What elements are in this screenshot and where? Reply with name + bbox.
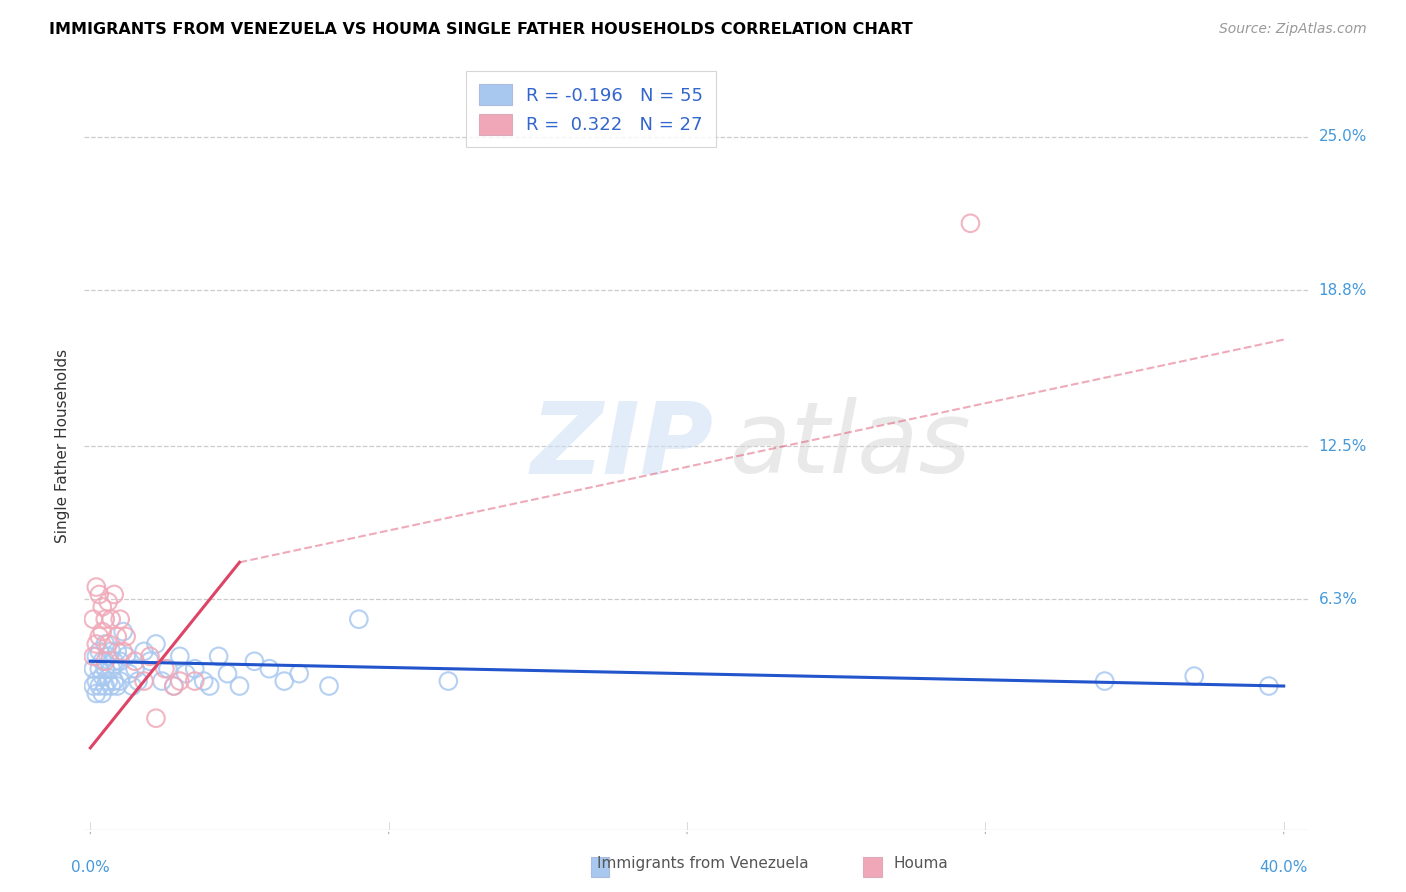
Point: [84, 686, 107, 700]
Point: [100, 662, 122, 676]
Point: [1182, 669, 1205, 683]
Point: [89, 644, 111, 658]
Text: Immigrants from Venezuela: Immigrants from Venezuela: [598, 856, 808, 871]
Point: [139, 649, 162, 664]
Point: [139, 654, 162, 668]
Point: [91, 669, 114, 683]
Text: 6.3%: 6.3%: [1319, 592, 1358, 607]
Point: [82, 662, 104, 676]
Text: Houma: Houma: [894, 856, 948, 871]
Text: 40.0%: 40.0%: [1260, 860, 1308, 875]
Point: [193, 674, 215, 689]
Point: [100, 679, 122, 693]
Point: [100, 612, 122, 626]
Point: [115, 630, 138, 644]
Point: [207, 649, 229, 664]
Point: [91, 624, 114, 639]
Bar: [591, 857, 609, 877]
Point: [121, 679, 143, 693]
Point: [103, 654, 125, 668]
Point: [153, 662, 176, 676]
Point: [112, 644, 135, 658]
Point: [100, 644, 122, 658]
Point: [94, 654, 117, 668]
Text: Source: ZipAtlas.com: Source: ZipAtlas.com: [1219, 22, 1367, 37]
Point: [84, 674, 107, 689]
Point: [127, 674, 149, 689]
Point: [89, 662, 111, 676]
Point: [288, 666, 311, 681]
Point: [97, 674, 120, 689]
Point: [174, 666, 197, 681]
Point: [105, 644, 128, 658]
Point: [145, 637, 167, 651]
Point: [124, 654, 146, 668]
Point: [94, 637, 117, 651]
Point: [108, 674, 131, 689]
Text: 25.0%: 25.0%: [1319, 129, 1367, 145]
Point: [103, 587, 125, 601]
Point: [91, 686, 114, 700]
Point: [91, 654, 114, 668]
Point: [89, 679, 111, 693]
Point: [1257, 679, 1279, 693]
Point: [89, 630, 111, 644]
Legend: R = -0.196   N = 55, R =  0.322   N = 27: R = -0.196 N = 55, R = 0.322 N = 27: [467, 71, 716, 147]
Point: [124, 662, 146, 676]
Point: [163, 679, 186, 693]
Text: 0.0%: 0.0%: [70, 860, 110, 875]
Point: [184, 662, 207, 676]
Point: [84, 580, 107, 594]
Point: [145, 711, 167, 725]
Point: [156, 662, 179, 676]
Point: [97, 637, 120, 651]
Bar: [863, 857, 882, 877]
Point: [132, 644, 155, 658]
Point: [97, 649, 120, 664]
Text: 12.5%: 12.5%: [1319, 439, 1367, 453]
Point: [103, 674, 125, 689]
Point: [347, 612, 370, 626]
Point: [259, 662, 281, 676]
Point: [82, 612, 104, 626]
Point: [163, 679, 186, 693]
Text: IMMIGRANTS FROM VENEZUELA VS HOUMA SINGLE FATHER HOUSEHOLDS CORRELATION CHART: IMMIGRANTS FROM VENEZUELA VS HOUMA SINGL…: [49, 22, 912, 37]
Point: [94, 662, 117, 676]
Point: [184, 674, 207, 689]
Point: [169, 649, 191, 664]
Text: ZIP: ZIP: [531, 398, 714, 494]
Point: [97, 595, 120, 609]
Point: [89, 587, 111, 601]
Point: [108, 612, 131, 626]
Point: [169, 674, 191, 689]
Point: [84, 649, 107, 664]
Point: [318, 679, 340, 693]
Point: [82, 679, 104, 693]
Point: [94, 612, 117, 626]
Point: [150, 674, 173, 689]
Point: [217, 666, 239, 681]
Point: [105, 630, 128, 644]
Point: [228, 679, 250, 693]
Point: [118, 666, 141, 681]
Text: atlas: atlas: [730, 398, 972, 494]
Point: [959, 216, 981, 230]
Point: [132, 674, 155, 689]
Point: [243, 654, 266, 668]
Point: [105, 679, 128, 693]
Point: [84, 637, 107, 651]
Point: [437, 674, 460, 689]
Point: [198, 679, 221, 693]
Point: [273, 674, 295, 689]
Point: [112, 624, 135, 639]
Point: [94, 679, 117, 693]
Text: 18.8%: 18.8%: [1319, 283, 1367, 298]
Y-axis label: Single Father Households: Single Father Households: [55, 349, 70, 543]
Point: [1094, 674, 1116, 689]
Point: [82, 649, 104, 664]
Point: [115, 649, 138, 664]
Point: [108, 654, 131, 668]
Point: [91, 599, 114, 614]
